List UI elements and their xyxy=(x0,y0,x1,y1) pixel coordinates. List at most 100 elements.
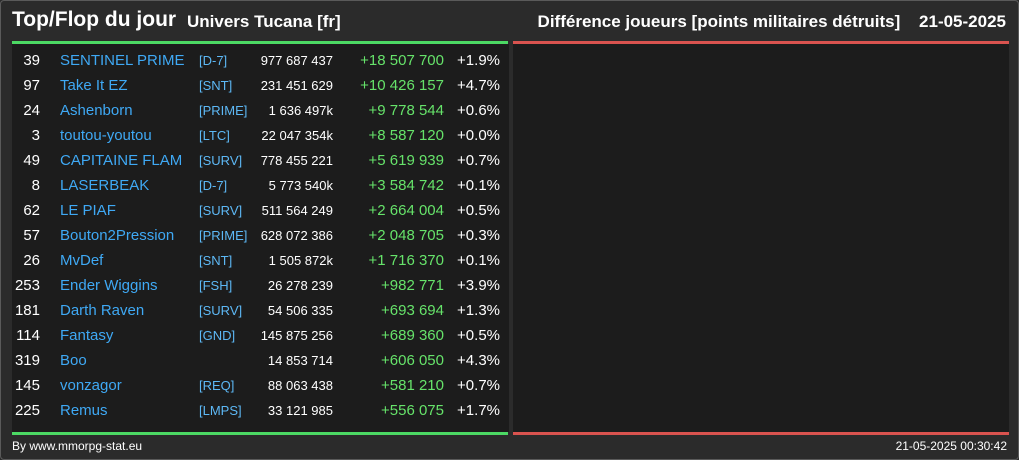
percent-change: +0.7% xyxy=(457,377,500,394)
credit-link[interactable]: By www.mmorpg-stat.eu xyxy=(12,439,143,453)
points-difference: +693 694 xyxy=(381,302,444,319)
player-name-link[interactable]: CAPITAINE FLAM xyxy=(60,152,183,169)
player-rank: 39 xyxy=(23,52,40,69)
player-alliance-link[interactable]: [SNT] xyxy=(199,253,233,268)
player-rank: 8 xyxy=(31,177,40,194)
percent-change: +4.7% xyxy=(457,77,500,94)
percent-change: +0.7% xyxy=(457,152,500,169)
player-row: 62 LE PIAF [SURV] 511 564 249 +2 664 004 +0.5… xyxy=(12,198,509,223)
player-points: 14 853 714 xyxy=(267,353,333,368)
player-name-link[interactable]: LE PIAF xyxy=(60,202,116,219)
top-players-panel: 39 SENTINEL PRIME [D-7] 977 687 437 +18 507 … xyxy=(12,44,509,432)
percent-change: +0.5% xyxy=(457,202,500,219)
player-name-link[interactable]: Bouton2Pression xyxy=(60,227,175,244)
player-alliance-link[interactable]: [SURV] xyxy=(199,203,243,218)
percent-change: +4.3% xyxy=(457,352,500,369)
player-alliance-link[interactable]: [REQ] xyxy=(199,378,235,393)
date-label: 21-05-2025 xyxy=(919,12,1006,31)
player-rank: 24 xyxy=(23,102,40,119)
player-alliance-link[interactable]: [LTC] xyxy=(199,128,230,143)
player-row: 97 Take It EZ [SNT] 231 451 629 +10 426 157 +… xyxy=(12,73,509,98)
player-points: 1 505 872k xyxy=(268,253,333,268)
player-points: 54 506 335 xyxy=(267,303,333,318)
player-points: 88 063 438 xyxy=(267,378,333,393)
player-alliance-link[interactable]: [SURV] xyxy=(199,153,243,168)
player-alliance-link[interactable]: [SNT] xyxy=(199,78,233,93)
player-name-link[interactable]: MvDef xyxy=(60,252,104,269)
player-row: 319 Boo 14 853 714 +606 050 +4.3% xyxy=(12,348,509,373)
player-rank: 49 xyxy=(23,152,40,169)
player-row: 26 MvDef [SNT] 1 505 872k +1 716 370 +0.1% xyxy=(12,248,509,273)
flop-players-panel xyxy=(513,44,1009,432)
flop-accent-bar-bottom xyxy=(513,432,1009,435)
player-alliance-link[interactable]: [PRIME] xyxy=(199,103,248,118)
player-alliance-link[interactable]: [D-7] xyxy=(199,178,228,193)
points-difference: +606 050 xyxy=(381,352,444,369)
player-name-link[interactable]: Boo xyxy=(60,352,87,369)
player-points: 778 455 221 xyxy=(260,153,333,168)
points-difference: +8 587 120 xyxy=(368,127,445,144)
player-rank: 26 xyxy=(23,252,40,269)
points-difference: +581 210 xyxy=(381,377,444,394)
player-points: 628 072 386 xyxy=(260,228,333,243)
player-points: 26 278 239 xyxy=(267,278,333,293)
points-difference: +2 664 004 xyxy=(368,202,445,219)
universe-label: Univers Tucana [fr] xyxy=(187,12,341,31)
points-difference: +9 778 544 xyxy=(368,102,445,119)
player-row: 225 Remus [LMPS] 33 121 985 +556 075 +1.7% xyxy=(12,398,509,423)
player-name-link[interactable]: Ashenborn xyxy=(60,102,133,119)
player-row: 8 LASERBEAK [D-7] 5 773 540k +3 584 742 +0.1% xyxy=(12,173,509,198)
player-alliance-link[interactable]: [SURV] xyxy=(199,303,243,318)
player-row: 39 SENTINEL PRIME [D-7] 977 687 437 +18 507 … xyxy=(12,48,509,73)
player-rank: 253 xyxy=(14,277,40,294)
player-alliance-link[interactable]: [LMPS] xyxy=(199,403,242,418)
player-name-link[interactable]: SENTINEL PRIME xyxy=(60,52,185,69)
points-difference: +10 426 157 xyxy=(360,77,444,94)
top-accent-bar xyxy=(12,41,508,44)
player-points: 1 636 497k xyxy=(268,103,333,118)
player-name-link[interactable]: LASERBEAK xyxy=(60,177,150,194)
player-name-link[interactable]: Darth Raven xyxy=(60,302,145,319)
points-difference: +689 360 xyxy=(381,327,444,344)
player-rank: 319 xyxy=(14,352,40,369)
player-row: 181 Darth Raven [SURV] 54 506 335 +693 694 +1… xyxy=(12,298,509,323)
points-difference: +5 619 939 xyxy=(368,152,445,169)
player-alliance-link[interactable]: [PRIME] xyxy=(199,228,248,243)
player-row: 145 vonzagor [REQ] 88 063 438 +581 210 +0.7% xyxy=(12,373,509,398)
top-accent-bar-bottom xyxy=(12,432,508,435)
player-name-link[interactable]: vonzagor xyxy=(60,377,122,394)
points-difference: +1 716 370 xyxy=(368,252,445,269)
player-rank: 181 xyxy=(14,302,40,319)
player-alliance-link[interactable]: [D-7] xyxy=(199,53,228,68)
player-name-link[interactable]: Remus xyxy=(60,402,108,419)
player-points: 511 564 249 xyxy=(261,203,333,218)
player-rank: 3 xyxy=(31,127,40,144)
player-points: 5 773 540k xyxy=(268,178,333,193)
player-row: 253 Ender Wiggins [FSH] 26 278 239 +982 771 +… xyxy=(12,273,509,298)
player-name-link[interactable]: toutou-youtou xyxy=(60,127,152,144)
points-difference: +982 771 xyxy=(381,277,444,294)
percent-change: +0.6% xyxy=(457,102,500,119)
player-name-link[interactable]: Fantasy xyxy=(60,327,114,344)
player-alliance-link[interactable]: [FSH] xyxy=(199,278,233,293)
player-rank: 57 xyxy=(23,227,40,244)
percent-change: +0.1% xyxy=(457,252,500,269)
player-rank: 62 xyxy=(23,202,40,219)
player-name-link[interactable]: Ender Wiggins xyxy=(60,277,158,294)
player-name-link[interactable]: Take It EZ xyxy=(60,77,128,94)
player-row: 114 Fantasy [GND] 145 875 256 +689 360 +0.5% xyxy=(12,323,509,348)
player-points: 231 451 629 xyxy=(260,78,333,93)
player-alliance-link[interactable]: [GND] xyxy=(199,328,236,343)
player-row: 49 CAPITAINE FLAM [SURV] 778 455 221 +5 619 … xyxy=(12,148,509,173)
player-rank: 225 xyxy=(14,402,40,419)
points-difference: +3 584 742 xyxy=(368,177,445,194)
generated-timestamp: 21-05-2025 00:30:42 xyxy=(895,439,1007,453)
player-points: 145 875 256 xyxy=(260,328,333,343)
player-row: 57 Bouton2Pression [PRIME] 628 072 386 +2 04… xyxy=(12,223,509,248)
player-points: 33 121 985 xyxy=(267,403,333,418)
player-rank: 114 xyxy=(16,327,40,344)
player-rank: 97 xyxy=(23,77,40,94)
points-difference: +2 048 705 xyxy=(368,227,445,244)
player-rank: 145 xyxy=(14,377,40,394)
